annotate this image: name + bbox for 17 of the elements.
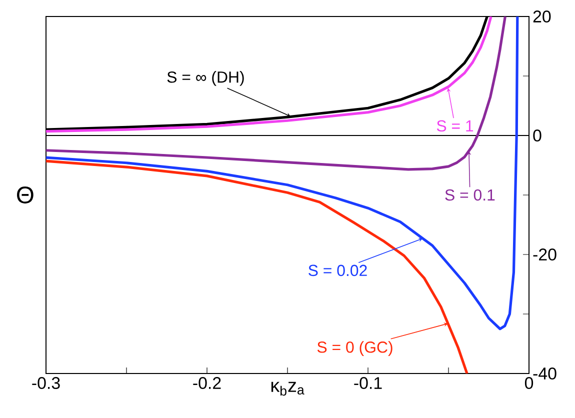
annotation: S = 1 <box>436 120 474 132</box>
x-tick-label: -0.1 <box>354 377 382 390</box>
y-tick-label: -40 <box>533 368 556 380</box>
annotation: S = 0.02 <box>308 264 367 276</box>
x-tick-label: -0.3 <box>32 377 60 390</box>
annotation: S = 0 (GC) <box>317 341 392 356</box>
y-tick-label: 20 <box>533 10 551 22</box>
line-series <box>46 16 519 330</box>
x-tick-label: 0 <box>524 377 534 390</box>
y-tick-label: -20 <box>533 248 556 260</box>
x-tick-label: -0.2 <box>193 377 221 390</box>
annotation: S = 0.1 <box>445 189 495 201</box>
y-axis-title: Θ <box>17 186 34 204</box>
annotation: S = ∞ (DH) <box>167 71 244 86</box>
x-axis-title: κ$_{b}$z$_{a}$ <box>271 382 304 396</box>
y-tick-label: 0 <box>533 130 542 142</box>
line-series <box>46 160 468 374</box>
